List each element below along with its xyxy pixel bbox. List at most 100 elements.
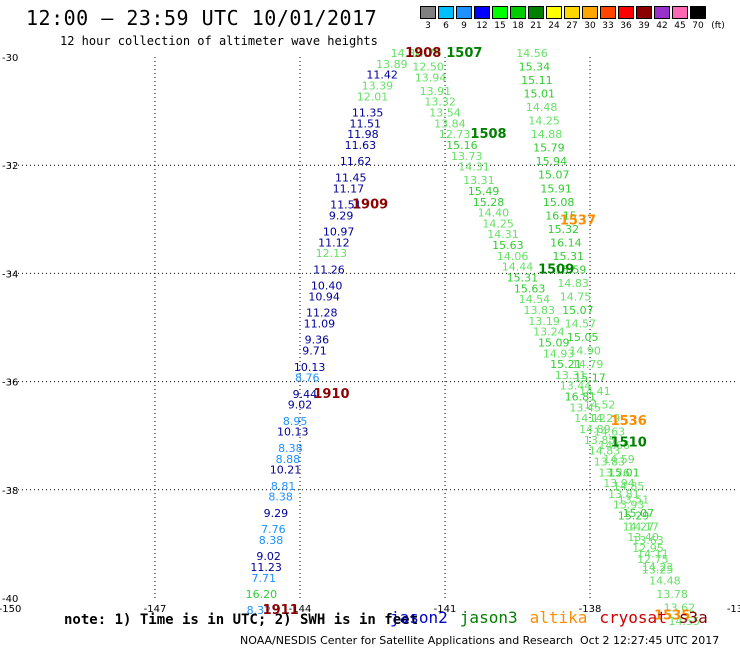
wave-height-label: 12.01 (357, 90, 389, 103)
wave-height-label: 11.17 (333, 182, 365, 195)
wave-height-label: 14.55 (669, 615, 701, 628)
wave-height-label: 13.31 (463, 174, 495, 187)
wave-height-label: 10.21 (270, 464, 302, 477)
legend-tick-label: 15 (494, 21, 506, 31)
legend-swatch (438, 6, 454, 19)
wave-height-label: 15.21 (550, 358, 582, 371)
legend-tick-label: 24 (548, 21, 560, 31)
wave-height-label: 9.36 (305, 334, 330, 347)
time-label: 1910 (313, 387, 349, 402)
wave-height-label: 14.57 (565, 318, 597, 331)
wave-height-label: 14.93 (543, 347, 575, 360)
wave-height-label: 13.81 (608, 488, 640, 501)
wave-height-label: 14.17 (627, 520, 659, 533)
x-tick-label: -147 (144, 604, 167, 615)
legend-swatch (546, 6, 562, 19)
legend-swatch (600, 6, 616, 19)
wave-height-label: 13.26 (598, 466, 630, 479)
wave-height-label: 9.71 (302, 345, 327, 358)
legend-tick-label: 70 (692, 21, 704, 31)
x-tick-label: -144 (289, 604, 312, 615)
wave-height-label: 14.41 (579, 385, 611, 398)
wave-height-label: 14.25 (528, 115, 560, 128)
wave-height-label: 14.12 (574, 412, 606, 425)
time-label: 1507 (446, 46, 482, 61)
mission-cryosat: cryosat (599, 608, 667, 627)
mission-legend: jason2 jason3 altika cryosat s3a (390, 608, 720, 627)
wave-height-label: 13.54 (429, 107, 461, 120)
wave-height-label: 13.45 (569, 401, 601, 414)
x-tick-label: -150 (0, 604, 21, 615)
y-tick-label: -34 (2, 269, 18, 280)
wave-height-label: 11.23 (250, 561, 282, 574)
wave-height-label: 14.89 (579, 423, 611, 436)
wave-height-label: 8.88 (276, 453, 301, 466)
wave-height-label: 13.44 (560, 380, 592, 393)
wave-height-label: 15.29 (618, 510, 650, 523)
wave-height-label: 15.07 (538, 169, 570, 182)
wave-height-label: 15.49 (468, 185, 500, 198)
legend-tick-label: 12 (476, 21, 488, 31)
wave-height-label: 14.27 (623, 520, 655, 533)
wave-height-label: 14.25 (482, 217, 514, 230)
wave-height-label: 14.75 (560, 290, 592, 303)
wave-height-label: 15.31 (507, 272, 539, 285)
legend-tick-label: 3 (425, 21, 431, 31)
wave-height-label: 14.11 (637, 547, 669, 560)
legend-tick-label: 9 (461, 21, 467, 31)
wave-height-label: 11.28 (306, 307, 338, 320)
wave-height-label: 13.24 (533, 326, 565, 339)
wave-height-label: 14.31 (487, 228, 519, 241)
wave-height-label: 8.95 (283, 415, 308, 428)
y-tick-label: -40 (2, 594, 18, 605)
wave-height-label: 12.73 (439, 128, 471, 141)
time-label: 1908 (405, 46, 441, 61)
page-subtitle: 12 hour collection of altimeter wave hei… (60, 34, 378, 48)
y-tick-label: -30 (2, 53, 18, 64)
wave-height-label: 11.12 (318, 236, 350, 249)
wave-height-label: 13.25 (642, 564, 674, 577)
generated-timestamp: Oct 2 12:27:45 UTC 2017 (580, 634, 720, 647)
wave-height-label: 15.01 (608, 466, 640, 479)
wave-height-label: 16.15 (545, 209, 577, 222)
footnote: note: 1) Time is in UTC; 2) SWH is in fe… (64, 612, 419, 628)
y-tick-label: -32 (2, 161, 18, 172)
wave-height-label: 13.85 (584, 434, 616, 447)
legend-swatch (528, 6, 544, 19)
y-tick-label: -38 (2, 486, 18, 497)
wave-height-label: 15.08 (543, 196, 575, 209)
legend-tick-label: 27 (566, 21, 578, 31)
wave-height-label: 14.63 (594, 426, 626, 439)
wave-height-label: 13.84 (434, 117, 466, 130)
legend-tick-label: 33 (602, 21, 614, 31)
credit-line: NOAA/NESDIS Center for Satellite Applica… (240, 634, 574, 647)
wave-height-label: 14.66 (598, 439, 630, 452)
wave-height-label: 15.16 (446, 139, 478, 152)
time-label: 1509 (538, 262, 574, 277)
time-label: 1537 (560, 214, 596, 229)
wave-height-label: 15.79 (533, 142, 565, 155)
wave-height-label: 15.63 (492, 239, 524, 252)
wave-height-label: 8.38 (278, 442, 303, 455)
wave-height-label: 14.79 (572, 358, 604, 371)
time-label: 1909 (352, 197, 388, 212)
wave-height-label: 10.40 (311, 280, 343, 293)
wave-height-label: 10.13 (294, 361, 326, 374)
mission-s3a: s3a (678, 608, 708, 627)
legend-swatch (690, 6, 706, 19)
wave-height-label: 15.31 (553, 250, 585, 263)
wave-height-label: 12.95 (632, 542, 664, 555)
wave-height-label: 8.76 (295, 372, 320, 385)
legend-tick-label: 30 (584, 21, 596, 31)
wave-height-label: 10.94 (308, 290, 340, 303)
wave-height-label: 16.20 (246, 588, 278, 601)
mission-altika: altika (529, 608, 588, 627)
wave-height-label: 9.44 (293, 388, 318, 401)
wave-height-label: 13.94 (415, 71, 447, 84)
page-title: 12:00 – 23:59 UTC 10/01/2017 (26, 6, 378, 30)
wave-height-label: 12.13 (316, 247, 348, 260)
wave-height-label: 11.09 (304, 318, 336, 331)
wave-height-label: 9.02 (256, 550, 281, 563)
wave-height-label: 8.81 (271, 480, 296, 493)
